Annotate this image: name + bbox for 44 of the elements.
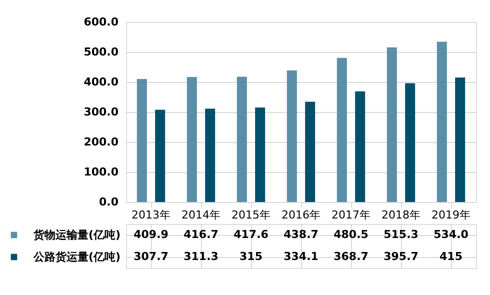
data-label: 534.0 bbox=[434, 228, 469, 241]
x-tick-label: 2017年 bbox=[332, 208, 370, 222]
bar bbox=[405, 83, 416, 202]
bar bbox=[255, 108, 266, 202]
data-label: 311.3 bbox=[184, 250, 218, 263]
bar bbox=[136, 79, 147, 202]
y-tick-label: 500.0 bbox=[84, 46, 119, 58]
bar bbox=[186, 76, 197, 202]
x-tick-label: 2018年 bbox=[382, 208, 420, 222]
data-label: 307.7 bbox=[134, 250, 168, 263]
bar bbox=[455, 78, 466, 202]
bar bbox=[355, 91, 366, 202]
data-label: 409.9 bbox=[134, 228, 168, 241]
data-label: 480.5 bbox=[334, 228, 368, 241]
legend-label: 货物运输量(亿吨) bbox=[32, 228, 120, 242]
y-tick-label: 0.0 bbox=[99, 196, 119, 208]
data-label: 334.1 bbox=[284, 250, 318, 263]
data-label: 395.7 bbox=[384, 250, 418, 263]
y-tick-label: 300.0 bbox=[84, 106, 119, 118]
bar bbox=[436, 42, 447, 202]
bar bbox=[236, 76, 247, 202]
data-label: 315 bbox=[240, 250, 262, 263]
bar bbox=[155, 110, 166, 202]
y-tick-label: 400.0 bbox=[84, 76, 119, 88]
y-tick-label: 600.0 bbox=[84, 16, 119, 28]
x-tick-label: 2019年 bbox=[432, 208, 470, 222]
x-tick-label: 2013年 bbox=[132, 208, 170, 222]
data-label: 416.7 bbox=[184, 228, 218, 241]
legend-label: 公路货运量(亿吨) bbox=[32, 250, 120, 264]
x-tick-label: 2014年 bbox=[182, 208, 220, 222]
y-tick-label: 100.0 bbox=[84, 166, 119, 178]
data-label: 417.6 bbox=[234, 228, 269, 241]
bar bbox=[386, 47, 397, 202]
data-label: 515.3 bbox=[384, 228, 418, 241]
bar bbox=[205, 108, 216, 202]
data-label: 415 bbox=[440, 250, 462, 263]
x-tick-label: 2016年 bbox=[282, 208, 320, 222]
x-tick-label: 2015年 bbox=[232, 208, 270, 222]
bar bbox=[286, 70, 297, 202]
data-label: 438.7 bbox=[284, 228, 318, 241]
bar bbox=[305, 102, 316, 202]
y-tick-label: 200.0 bbox=[84, 136, 119, 148]
data-label: 368.7 bbox=[334, 250, 368, 263]
bar bbox=[336, 58, 347, 202]
